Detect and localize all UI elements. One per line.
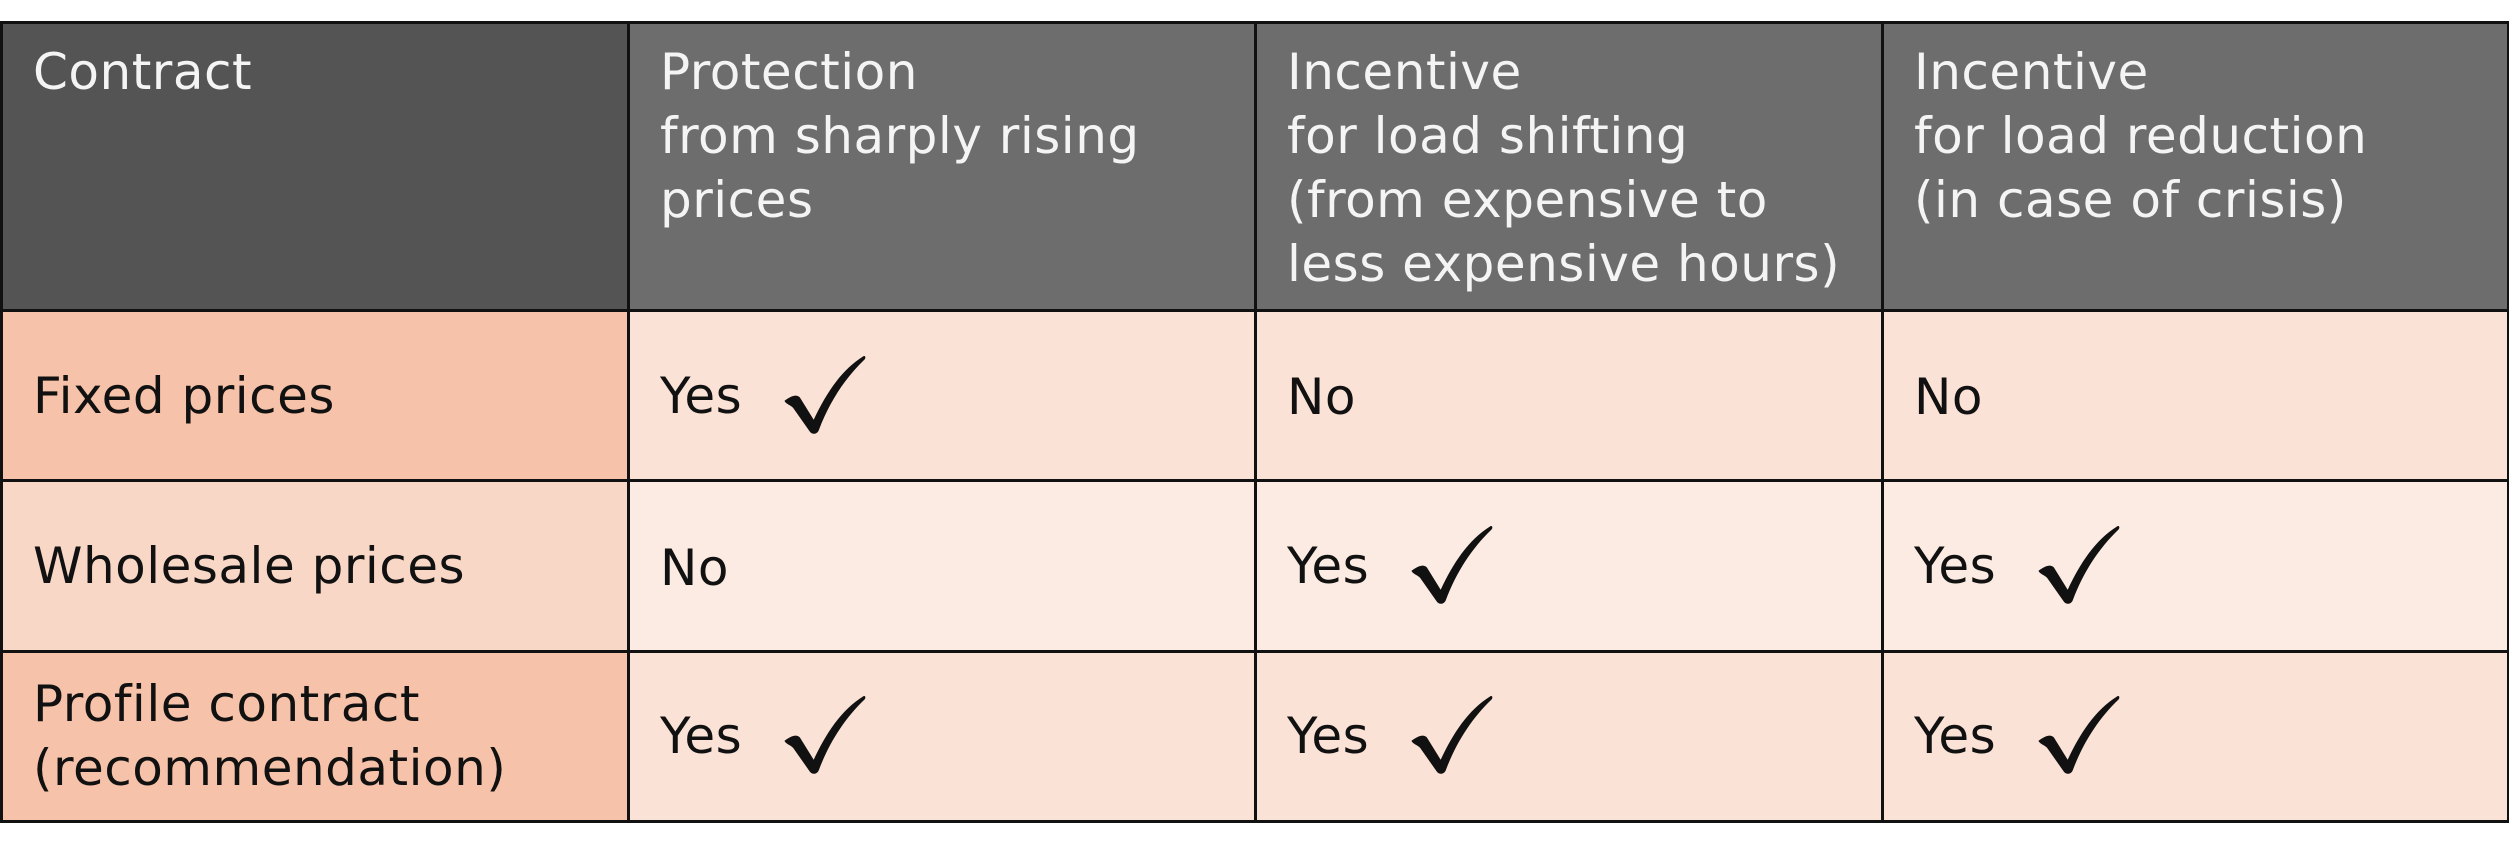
row-label: Profile contract (recommendation) <box>0 649 630 824</box>
cell-protection: Yes <box>627 649 1257 824</box>
header-row: Contract Protection from sharply rising … <box>0 21 2509 312</box>
row-label: Wholesale prices <box>0 479 630 653</box>
cell-load-shifting: Yes <box>1254 479 1884 653</box>
cell-value: Yes <box>1287 707 1370 766</box>
cell-load-reduction: No <box>1881 308 2509 483</box>
checkmark-icon <box>1408 521 1494 607</box>
checkmark-icon <box>2035 521 2121 607</box>
header-load-reduction: Incentive for load reduction (in case of… <box>1881 21 2509 312</box>
header-contract: Contract <box>0 21 630 312</box>
cell-protection: Yes <box>627 308 1257 483</box>
cell-value: Yes <box>1914 536 1997 595</box>
header-load-shifting: Incentive for load shifting (from expens… <box>1254 21 1884 312</box>
cell-value: No <box>1914 368 1983 427</box>
cell-protection: No <box>627 479 1257 653</box>
checkmark-icon <box>1408 691 1494 777</box>
cell-value: No <box>660 538 729 597</box>
cell-value: Yes <box>1287 536 1370 595</box>
contract-comparison-table: Contract Protection from sharply rising … <box>0 21 2509 824</box>
cell-load-shifting: Yes <box>1254 649 1884 824</box>
cell-value: Yes <box>660 366 743 425</box>
comparison-table-container: Contract Protection from sharply rising … <box>0 21 2509 824</box>
cell-load-shifting: No <box>1254 308 1884 483</box>
cell-value: Yes <box>1914 707 1997 766</box>
checkmark-icon <box>781 691 867 777</box>
checkmark-icon <box>2035 691 2121 777</box>
checkmark-icon <box>781 351 867 437</box>
cell-value: No <box>1287 368 1356 427</box>
cell-value: Yes <box>660 707 743 766</box>
cell-load-reduction: Yes <box>1881 479 2509 653</box>
table-row-wholesale-prices: Wholesale prices No Yes Yes <box>0 479 2509 653</box>
row-label: Fixed prices <box>0 308 630 483</box>
header-protection: Protection from sharply rising prices <box>627 21 1257 312</box>
table-row-profile-contract: Profile contract (recommendation) Yes Ye… <box>0 649 2509 824</box>
table-row-fixed-prices: Fixed prices Yes No No <box>0 308 2509 483</box>
cell-load-reduction: Yes <box>1881 649 2509 824</box>
